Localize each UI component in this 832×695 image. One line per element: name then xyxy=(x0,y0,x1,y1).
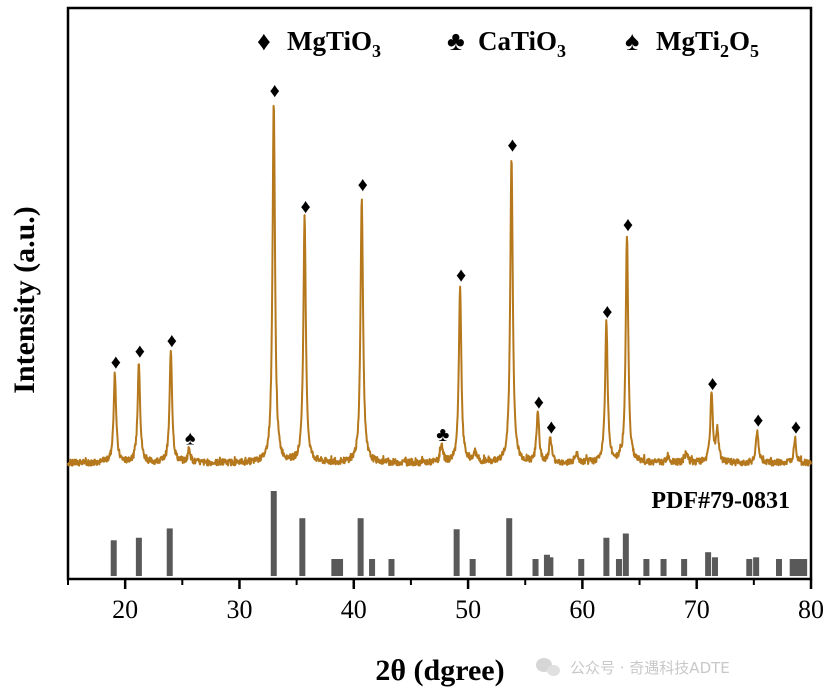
reference-line xyxy=(578,559,585,576)
reference-line xyxy=(705,552,712,576)
reference-line xyxy=(789,559,796,576)
reference-line xyxy=(331,559,338,576)
peak-marker-diamond: ♦ xyxy=(167,330,177,352)
reference-line xyxy=(135,537,142,576)
peak-marker-spade: ♠ xyxy=(185,428,196,450)
reference-line xyxy=(166,528,173,576)
legend-symbol-diamond: ♦ xyxy=(257,26,271,56)
wechat-logo-icon xyxy=(536,656,562,678)
reference-line xyxy=(795,559,802,576)
reference-line xyxy=(775,559,782,576)
reference-line xyxy=(337,559,344,576)
reference-line xyxy=(801,559,808,576)
peak-markers: ♦ ♦ ♦♠♦♦♦♣♦♦♦♦♦♦♦♦ ♦ xyxy=(111,80,801,450)
peak-marker-diamond: ♦ xyxy=(753,409,763,431)
plot-frame xyxy=(66,6,813,581)
peak-marker-diamond: ♦ xyxy=(707,373,717,395)
reference-line xyxy=(543,554,550,576)
y-axis-label: Intensity (a.u.) xyxy=(8,206,41,394)
watermark: 公众号 · 奇遇科技ADTE xyxy=(536,652,730,682)
peak-marker-diamond: ♦ xyxy=(358,174,368,196)
reference-line xyxy=(532,559,539,576)
reference-line xyxy=(746,559,753,576)
x-tick-label: 80 xyxy=(798,595,824,624)
reference-line xyxy=(270,491,277,576)
peak-marker-diamond: ♦ xyxy=(534,391,544,413)
reference-line xyxy=(506,518,513,576)
legend-label-catio3: CaTiO3 xyxy=(478,26,566,61)
peak-marker-diamond: ♦ xyxy=(791,417,801,439)
reference-line xyxy=(615,559,622,576)
reference-line xyxy=(453,529,460,576)
reference-line xyxy=(681,559,688,576)
legend-label-mgtio3: MgTiO3 xyxy=(287,26,381,61)
legend-label-mgti2o5: MgTi2O5 xyxy=(656,26,759,61)
reference-line xyxy=(110,540,117,576)
reference-line xyxy=(622,533,629,576)
reference-line xyxy=(753,557,760,576)
reference-line xyxy=(299,518,306,576)
x-axis-label: 2θ (dgree) xyxy=(375,654,504,687)
reference-line xyxy=(357,518,364,576)
peak-marker-diamond: ♦ xyxy=(602,301,612,323)
legend: ♦ MgTiO3 ♣ CaTiO3 ♠ MgTi2O5 xyxy=(257,26,759,61)
xrd-pattern-line xyxy=(67,104,812,467)
x-tick-label: 30 xyxy=(226,595,252,624)
reference-line xyxy=(603,537,610,576)
reference-line xyxy=(660,559,667,576)
peak-marker-diamond: ♦ xyxy=(111,352,121,374)
reference-line xyxy=(369,559,376,576)
x-axis-ticks: 20 30 40 50 60 70 80 xyxy=(67,579,824,624)
watermark-text: 公众号 · 奇遇科技ADTE xyxy=(570,658,730,677)
peak-marker-diamond: ♦ xyxy=(135,341,145,363)
x-tick-label: 70 xyxy=(684,595,710,624)
legend-symbol-spade: ♠ xyxy=(625,26,639,56)
peak-marker-diamond: ♦ xyxy=(456,265,466,287)
x-tick-label: 40 xyxy=(341,595,367,624)
peak-marker-diamond: ♦ xyxy=(546,417,556,439)
reference-line xyxy=(469,559,476,576)
reference-line xyxy=(643,559,650,576)
x-tick-label: 60 xyxy=(569,595,595,624)
peak-marker-diamond: ♦ xyxy=(623,214,633,236)
reference-line xyxy=(711,557,718,576)
peak-marker-diamond: ♦ xyxy=(507,134,517,156)
reference-line xyxy=(388,559,395,576)
reference-lines xyxy=(110,491,808,576)
legend-symbol-club: ♣ xyxy=(447,26,465,56)
reference-line xyxy=(547,557,554,576)
peak-marker-club: ♣ xyxy=(436,424,449,446)
x-tick-label: 20 xyxy=(112,595,138,624)
x-tick-label: 50 xyxy=(455,595,481,624)
reference-label: PDF#79-0831 xyxy=(651,488,790,514)
peak-marker-diamond: ♦ xyxy=(270,80,280,102)
peak-marker-diamond: ♦ xyxy=(301,196,311,218)
